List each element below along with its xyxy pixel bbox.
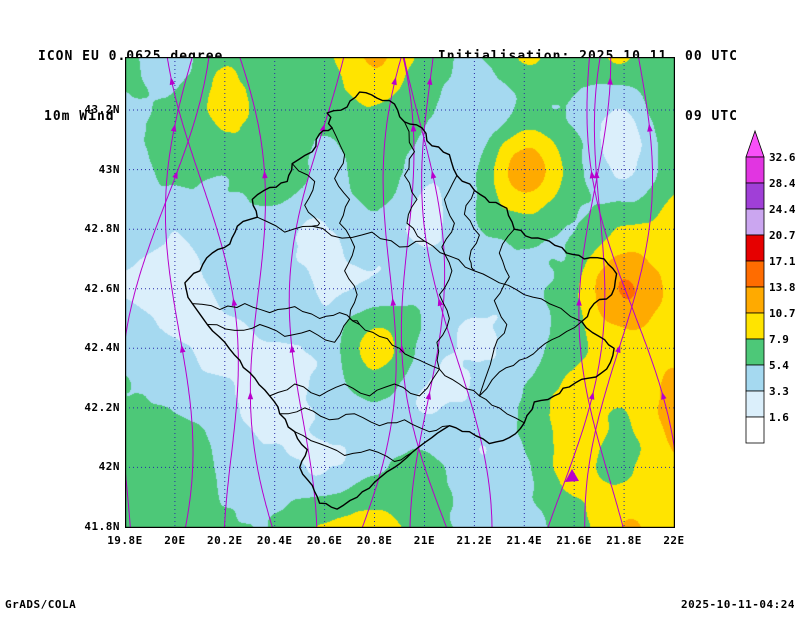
lat-tick-label: 43N	[98, 162, 120, 176]
district-border	[478, 228, 515, 397]
district-border	[291, 163, 321, 227]
lon-tick-label: 20.6E	[306, 534, 343, 547]
colorbar-box	[745, 208, 765, 236]
grads-credit: GrADS/COLA	[5, 598, 77, 611]
lon-tick-label: 21E	[413, 534, 436, 547]
colorbar-box	[745, 416, 765, 444]
colorbar-box	[745, 156, 765, 184]
colorbar-tick-label: 32.6	[769, 151, 796, 164]
colorbar-box	[745, 260, 765, 288]
streamline-arrow-large	[565, 469, 579, 482]
lon-tick-label: 20.2E	[207, 534, 243, 547]
district-border	[404, 121, 425, 242]
streamline-arrows	[169, 76, 667, 482]
colorbar-tick-label: 28.4	[769, 177, 796, 190]
lon-tick-label: 19.8E	[107, 534, 143, 547]
colorbar: 32.6 28.4 24.4 20.7 17.1 13.8 10.7 7.9 5.4 3.3 1.6	[745, 129, 796, 444]
colorbar-box	[745, 338, 765, 366]
lat-tick-label: 43.2N	[84, 103, 120, 117]
colorbar-tick-label: 3.3	[769, 385, 789, 398]
lon-tick-label: 21.8E	[606, 534, 642, 547]
colorbar-box	[745, 234, 765, 262]
streamlines	[125, 57, 675, 528]
colorbar-box	[745, 390, 765, 418]
map-overlay	[125, 57, 675, 528]
lat-tick-label: 42N	[98, 460, 120, 474]
district-border	[436, 175, 458, 370]
lon-tick-label: 22E	[663, 534, 685, 547]
colorbar-box	[745, 286, 765, 314]
kosovo-borders	[184, 91, 618, 510]
wind-field-canvas	[125, 57, 675, 528]
creation-time: 2025-10-11-04:24	[681, 598, 795, 611]
colorbar-tick-label: 17.1	[769, 255, 796, 268]
colorbar-scale: 32.6 28.4 24.4 20.7 17.1 13.8 10.7 7.9 5.4 3.3 1.6	[745, 129, 796, 444]
colorbar-tick-label: 24.4	[769, 203, 796, 216]
lat-tick-label: 42.8N	[84, 222, 120, 236]
colorbar-tick-label: 13.8	[769, 281, 796, 294]
lon-tick-label: 21.4E	[506, 534, 543, 547]
lon-tick-label: 20.8E	[356, 534, 393, 547]
district-border	[207, 318, 350, 343]
colorbar-box	[745, 364, 765, 392]
district-border	[463, 190, 480, 272]
plot-frame	[125, 57, 675, 528]
colorbar-tick-label: 20.7	[769, 229, 796, 242]
colorbar-tick-label: 10.7	[769, 307, 796, 320]
lon-tick-label: 21.6E	[556, 534, 592, 547]
district-border	[479, 321, 583, 397]
lon-tick-label: 20E	[164, 534, 186, 547]
graticule	[125, 57, 675, 528]
lat-tick-label: 42.2N	[84, 400, 120, 414]
district-border	[192, 303, 360, 325]
district-border	[331, 127, 361, 325]
district-border	[269, 368, 440, 397]
lat-tick-label: 41.8N	[84, 520, 120, 533]
kosovo-outline	[184, 91, 618, 510]
district-border	[279, 407, 450, 433]
lon-tick-label: 20.4E	[256, 534, 293, 547]
lat-tick-label: 42.4N	[84, 341, 120, 355]
colorbar-tick-label: 1.6	[769, 411, 789, 424]
district-border	[294, 431, 413, 462]
colorbar-tick-label: 5.4	[769, 359, 789, 372]
lon-tick-label: 21.2E	[456, 534, 493, 547]
colorbar-triangle	[745, 129, 765, 158]
lat-tick-label: 42.6N	[84, 281, 120, 295]
colorbar-tick-label: 7.9	[769, 333, 789, 346]
colorbar-box	[745, 182, 765, 210]
district-border	[257, 216, 582, 322]
colorbar-box	[745, 312, 765, 340]
